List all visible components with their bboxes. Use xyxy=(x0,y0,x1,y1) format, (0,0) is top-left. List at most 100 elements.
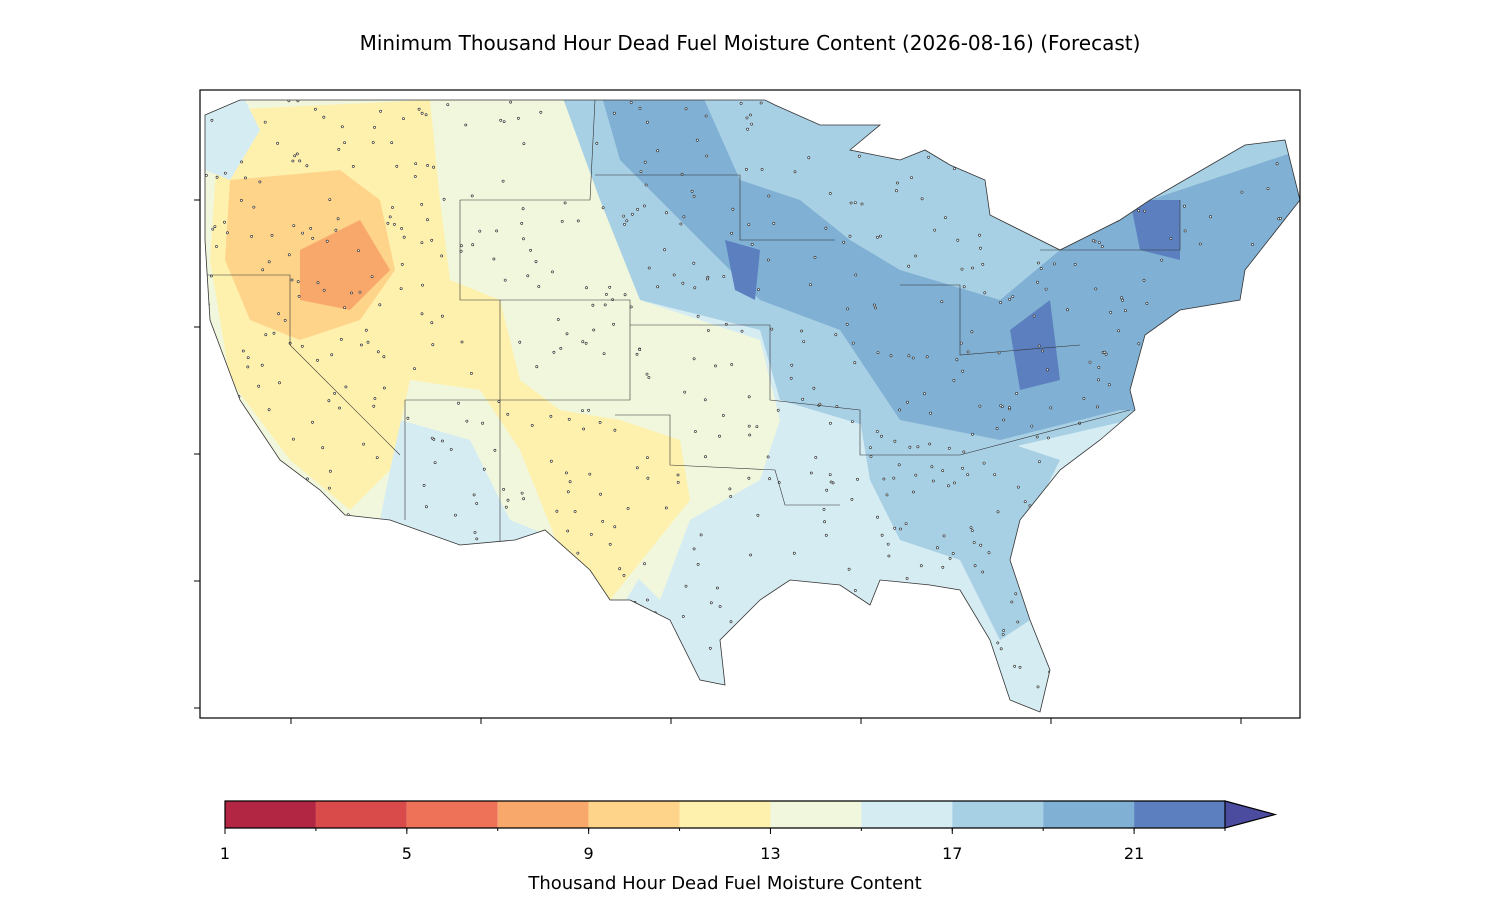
station xyxy=(213,225,217,229)
station xyxy=(478,229,482,233)
station xyxy=(629,101,633,104)
station xyxy=(846,307,850,311)
station xyxy=(1266,187,1270,191)
station xyxy=(1038,460,1041,464)
station xyxy=(602,352,606,356)
station xyxy=(711,694,715,698)
station xyxy=(325,593,329,597)
station xyxy=(1088,688,1091,691)
station xyxy=(973,564,977,568)
station xyxy=(789,376,793,380)
station xyxy=(497,400,501,404)
station xyxy=(566,490,570,494)
station xyxy=(696,314,700,318)
station xyxy=(573,510,577,513)
station xyxy=(684,584,688,588)
station xyxy=(968,126,971,130)
station xyxy=(595,141,599,145)
station xyxy=(399,287,403,291)
station xyxy=(829,421,832,425)
station xyxy=(1229,433,1233,437)
station xyxy=(978,404,982,408)
station xyxy=(1182,473,1186,477)
station xyxy=(461,582,465,586)
station xyxy=(892,476,896,480)
station xyxy=(1046,505,1050,509)
station xyxy=(1160,174,1164,178)
station xyxy=(460,657,463,661)
station xyxy=(339,337,343,341)
station xyxy=(1097,241,1101,245)
station xyxy=(828,192,832,195)
station xyxy=(239,198,243,202)
station xyxy=(1169,336,1173,340)
station xyxy=(260,363,264,367)
station xyxy=(824,226,828,230)
station xyxy=(1044,287,1048,291)
station xyxy=(1015,392,1019,395)
station xyxy=(596,687,599,691)
station xyxy=(361,647,365,650)
station xyxy=(1219,100,1223,104)
station xyxy=(1137,342,1141,346)
station xyxy=(664,506,668,510)
station xyxy=(941,469,945,473)
station xyxy=(297,294,301,298)
station xyxy=(1222,702,1226,706)
station xyxy=(814,456,818,459)
station xyxy=(1210,399,1214,402)
station xyxy=(246,356,250,360)
station xyxy=(1140,186,1144,190)
station xyxy=(995,427,999,430)
station xyxy=(1201,562,1205,566)
station xyxy=(563,201,567,205)
station xyxy=(1104,652,1108,655)
station xyxy=(1247,621,1251,625)
station xyxy=(432,165,436,169)
station xyxy=(807,156,811,160)
station xyxy=(646,456,649,460)
station xyxy=(1249,427,1253,431)
station xyxy=(1097,365,1101,369)
station xyxy=(1207,540,1211,544)
station xyxy=(1274,608,1278,612)
station xyxy=(1047,680,1051,684)
station xyxy=(1169,236,1173,240)
station xyxy=(1194,512,1197,515)
station xyxy=(1187,590,1191,594)
station xyxy=(1272,281,1276,285)
station xyxy=(1213,578,1217,582)
station xyxy=(382,355,386,359)
station xyxy=(564,552,568,556)
station xyxy=(1102,677,1106,681)
station xyxy=(1232,335,1236,339)
station xyxy=(893,439,897,443)
station xyxy=(910,176,913,180)
station xyxy=(1167,630,1171,634)
station xyxy=(1096,405,1099,409)
station xyxy=(392,222,396,226)
station xyxy=(370,658,374,662)
station xyxy=(953,167,956,171)
station xyxy=(739,102,743,105)
station xyxy=(592,328,596,332)
station xyxy=(643,562,646,566)
station xyxy=(999,404,1003,408)
station xyxy=(442,197,446,201)
station xyxy=(889,354,893,358)
station xyxy=(735,650,739,654)
station xyxy=(912,490,915,494)
station xyxy=(1253,109,1257,112)
station xyxy=(1177,538,1181,542)
station xyxy=(592,588,596,592)
station xyxy=(1249,127,1252,131)
station xyxy=(1233,624,1237,627)
station xyxy=(1101,173,1105,177)
station xyxy=(1294,227,1298,231)
station xyxy=(706,277,709,281)
station xyxy=(495,688,499,692)
station xyxy=(529,248,533,252)
station xyxy=(206,650,210,654)
station xyxy=(535,365,539,369)
station xyxy=(351,164,355,168)
